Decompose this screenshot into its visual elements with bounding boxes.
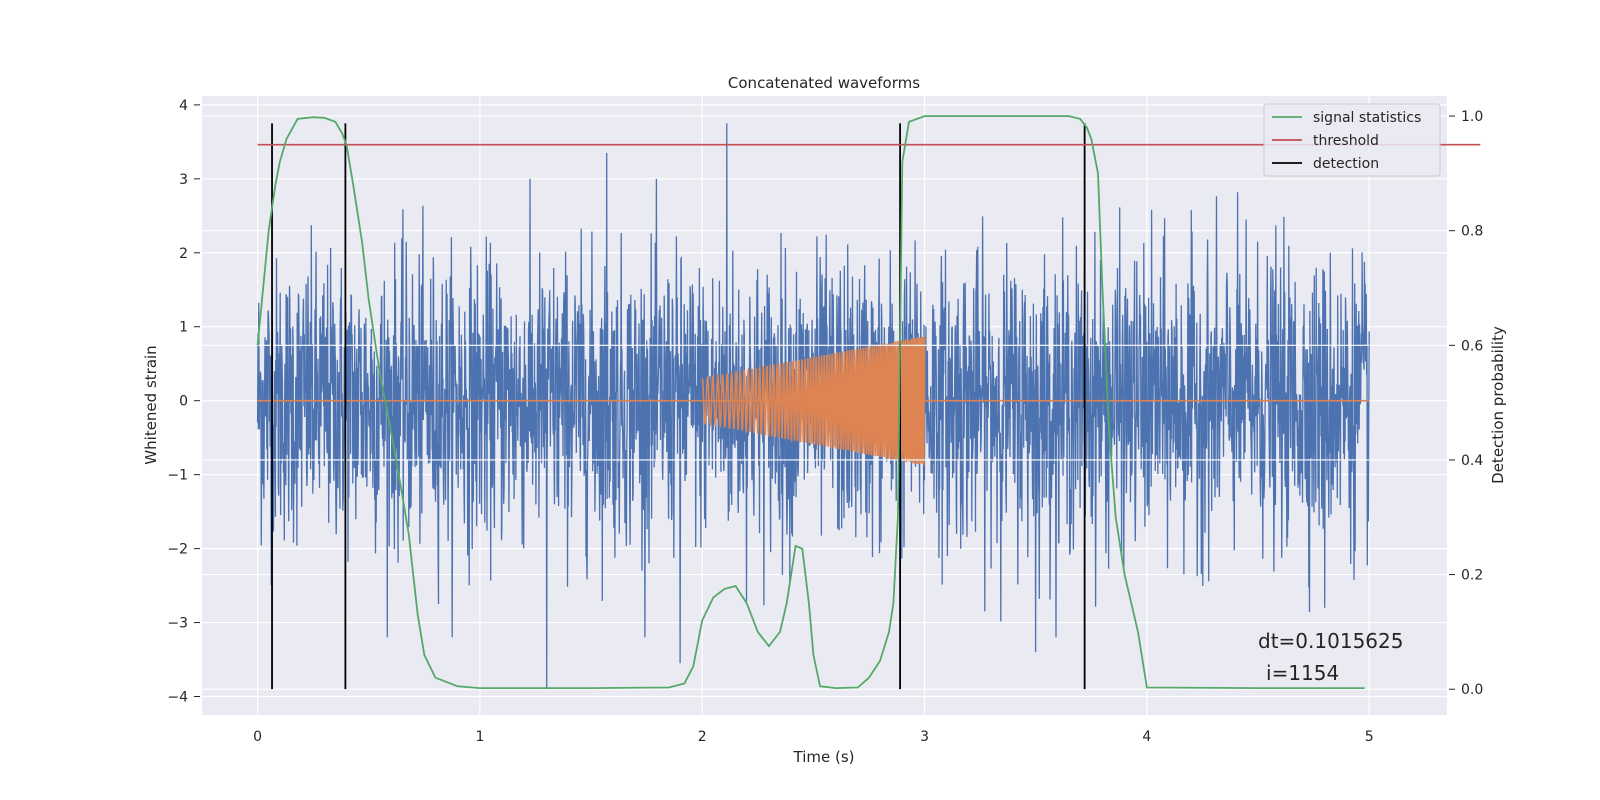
y-ticks: −4 −3 −2 −1 0 1 2 3 4: [167, 98, 200, 706]
y-axis-label: Whitened strain: [142, 345, 160, 464]
y2-tick-label: 1.0: [1461, 109, 1483, 125]
x-tick-label: 1: [475, 729, 484, 745]
chart-title: Concatenated waveforms: [728, 74, 920, 92]
y2-ticks: 0.0 0.2 0.4 0.6 0.8 1.0: [1449, 109, 1483, 698]
x-tick-label: 0: [253, 729, 262, 745]
signal-statistics-series: [256, 115, 1365, 690]
y-tick-label: −2: [167, 542, 188, 558]
x-tick-label: 5: [1365, 729, 1374, 745]
series-layer: [256, 115, 1481, 690]
y-tick-label: −3: [167, 616, 188, 632]
y-tick-label: 1: [179, 320, 188, 336]
x-tick-label: 4: [1142, 729, 1151, 745]
annotation-index: i=1154: [1266, 661, 1339, 685]
y-tick-label: 2: [179, 246, 188, 262]
legend-label-detection: detection: [1313, 156, 1379, 172]
x-ticks: 0 1 2 3 4 5: [253, 729, 1374, 745]
x-axis-label: Time (s): [793, 748, 855, 766]
y-tick-label: 4: [179, 98, 188, 114]
y2-axis-label: Detection probability: [1489, 326, 1507, 484]
legend: signal statistics threshold detection: [1263, 103, 1441, 177]
legend-label-threshold: threshold: [1313, 133, 1379, 149]
band-gridline: [257, 344, 1370, 461]
annotation-dt: dt=0.1015625: [1258, 629, 1403, 653]
y2-tick-label: 0.4: [1461, 453, 1483, 469]
y2-tick-label: 0.2: [1461, 568, 1483, 584]
y2-tick-label: 0.6: [1461, 338, 1483, 354]
y-tick-label: −1: [167, 468, 188, 484]
x-tick-label: 2: [698, 729, 707, 745]
y-tick-label: 0: [179, 394, 188, 410]
legend-box: [1263, 103, 1441, 177]
injected-waveform-series: [701, 335, 926, 466]
legend-label-signal: signal statistics: [1313, 110, 1421, 126]
y2-tick-label: 0.0: [1461, 682, 1483, 698]
x-tick-label: 3: [920, 729, 929, 745]
y-tick-label: 3: [179, 172, 188, 188]
y-tick-label: −4: [167, 690, 188, 706]
y2-tick-label: 0.8: [1461, 224, 1483, 240]
